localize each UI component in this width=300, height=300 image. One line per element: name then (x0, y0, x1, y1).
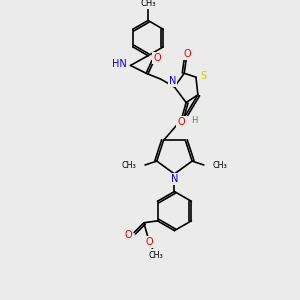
Text: N: N (169, 76, 176, 86)
Text: O: O (183, 49, 191, 59)
Text: CH₃: CH₃ (148, 250, 163, 260)
Text: H: H (191, 116, 197, 125)
Text: HN: HN (112, 59, 127, 70)
Text: O: O (124, 230, 132, 239)
Text: N: N (171, 174, 178, 184)
Text: O: O (146, 237, 154, 247)
Text: S: S (201, 71, 207, 81)
Text: CH₃: CH₃ (140, 0, 156, 8)
Text: O: O (178, 117, 185, 127)
Text: O: O (153, 52, 161, 63)
Text: CH₃: CH₃ (122, 161, 136, 170)
Text: CH₃: CH₃ (213, 161, 227, 170)
